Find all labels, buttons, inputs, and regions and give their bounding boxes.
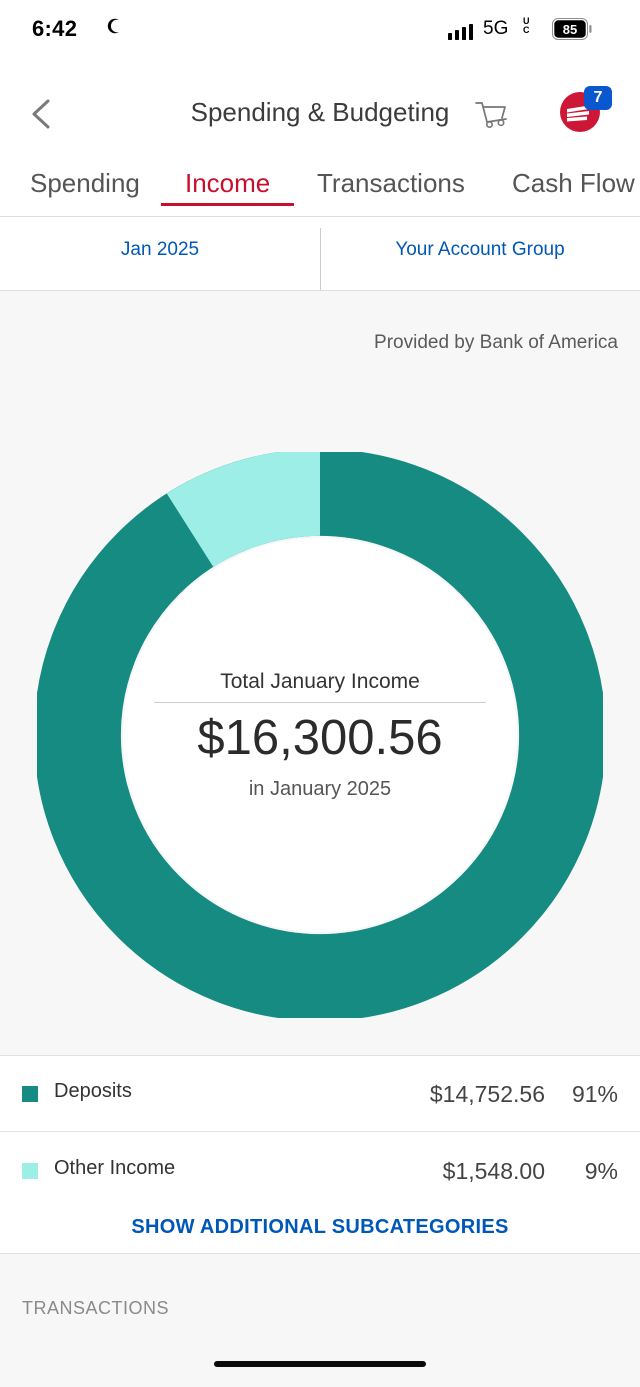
svg-text:85: 85 [563,22,577,37]
